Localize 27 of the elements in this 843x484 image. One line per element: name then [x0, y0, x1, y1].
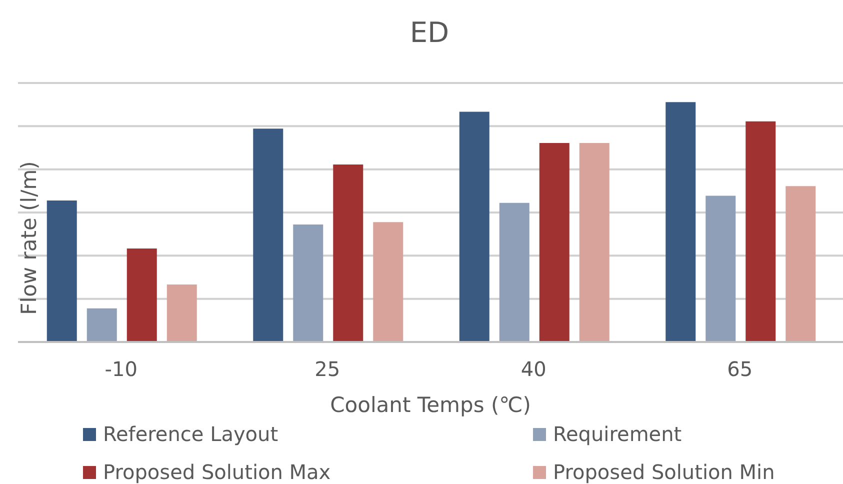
bar	[333, 164, 364, 342]
bar	[373, 222, 404, 342]
x-tick-label: 25	[314, 357, 340, 382]
legend-label: Requirement	[553, 422, 682, 446]
x-tick-label: -10	[104, 357, 138, 382]
x-axis-title: Coolant Temps (℃)	[330, 393, 531, 417]
bar	[539, 142, 570, 342]
y-axis-title: Flow rate (l/m)	[17, 161, 41, 315]
chart-title: ED	[408, 15, 450, 51]
bar	[253, 128, 284, 342]
x-tick-label: 40	[520, 357, 546, 382]
bar	[786, 186, 816, 342]
x-tick-label: 65	[727, 357, 753, 382]
bar	[579, 142, 610, 342]
bar	[706, 196, 736, 342]
legend-label: Reference Layout	[103, 422, 278, 446]
bar	[499, 202, 530, 342]
bar	[746, 121, 776, 342]
legend-label: Proposed Solution Min	[553, 460, 775, 484]
bar	[86, 308, 117, 342]
bar	[666, 102, 696, 342]
bar	[459, 112, 490, 342]
bar	[293, 224, 324, 342]
bar	[126, 248, 157, 342]
bar	[46, 200, 77, 342]
legend-label: Proposed Solution Max	[103, 460, 331, 484]
bar	[166, 284, 197, 342]
